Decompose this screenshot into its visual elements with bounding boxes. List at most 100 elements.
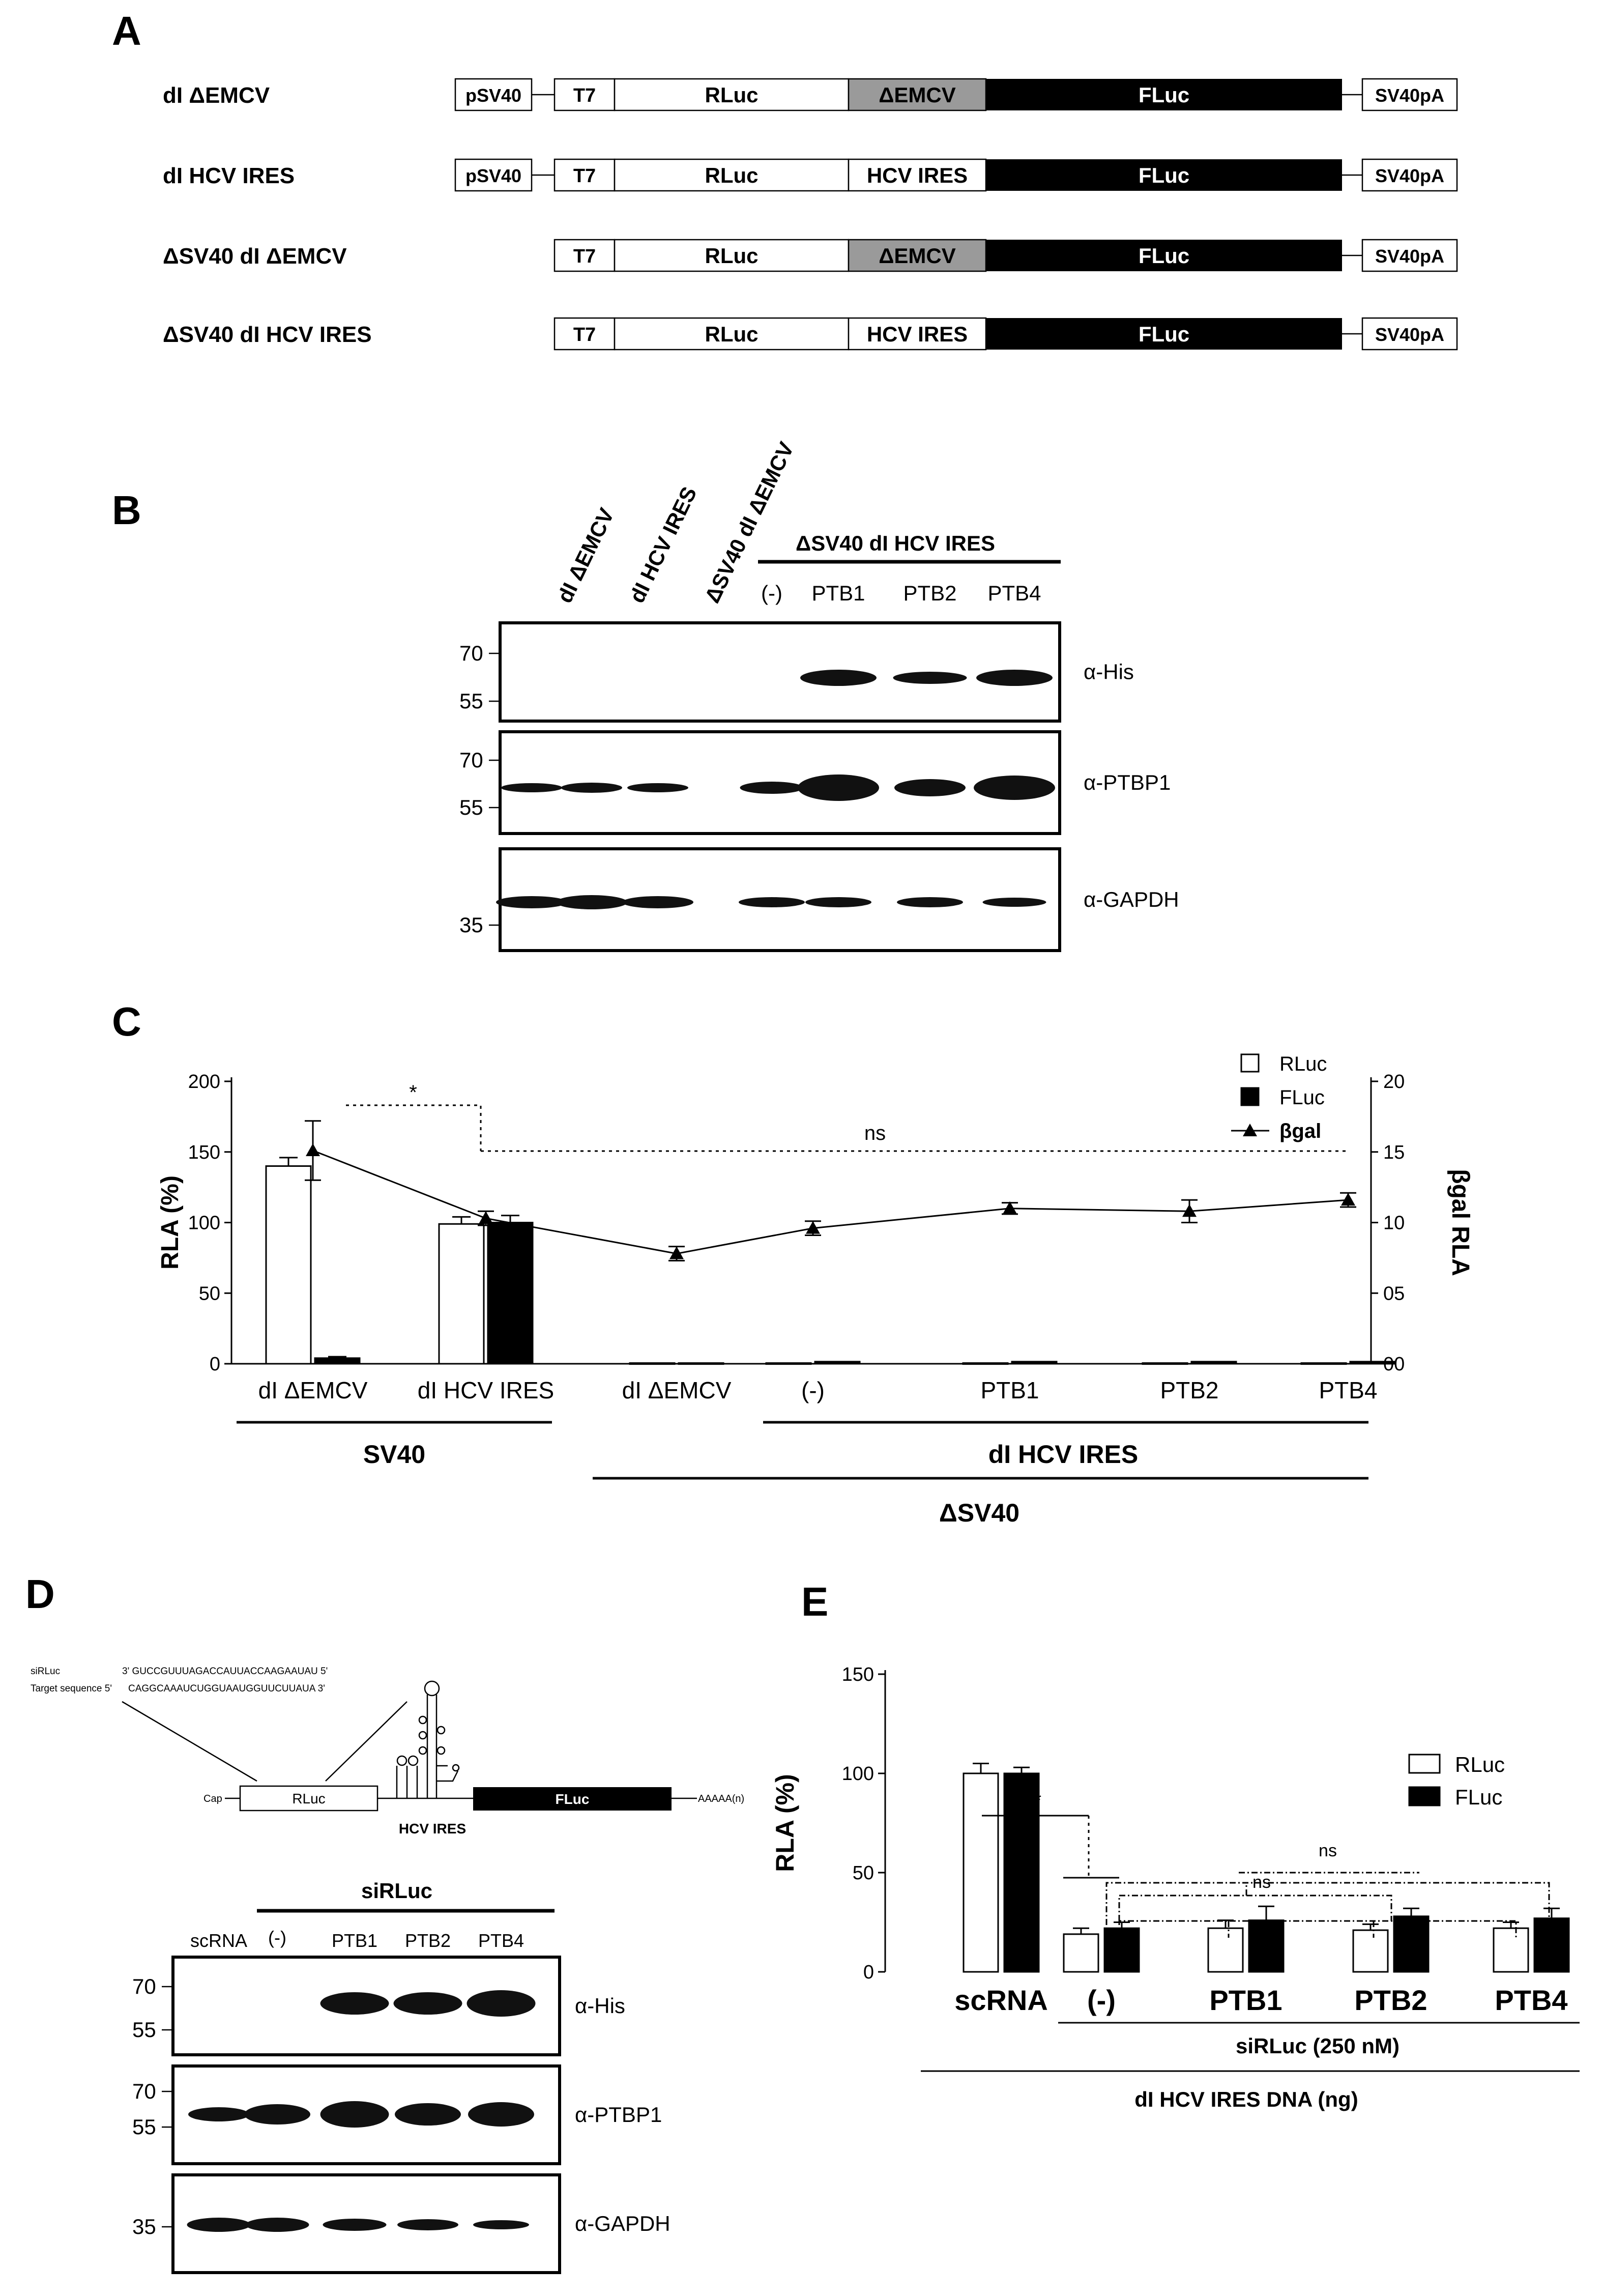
y2-axis-title: βgal RLA [1447,1169,1474,1276]
t7-label: T7 [573,324,596,346]
ires-label: ΔEMCV [879,244,956,268]
ires-box [848,158,987,192]
group-label-dna: dI HCV IRES DNA (ng) [1134,2087,1358,2111]
band [982,898,1046,907]
panel-d-schematic-and-blot: siRLuc 3' GUCCGUUUAGACCAUUACCAAGAAUAU 5'… [31,1666,744,2274]
antibody-label: α-PTBP1 [575,2103,662,2127]
band [805,897,871,907]
antibody-label: α-PTBP1 [1084,770,1171,794]
bgal-marker [479,1211,493,1224]
panel-b-western-blot: dI ΔEMCV dI HCV IRES ΔSV40 dI ΔEMCV ΔSV4… [459,438,1179,952]
legend: RLuc FLuc [1408,1753,1505,1809]
fluc-bar [1393,1915,1430,1973]
construct-name: dI ΔEMCV [163,83,270,108]
x-tick-label: dI ΔEMCV [258,1377,368,1403]
fluc-box [986,159,1342,191]
lane-label-dsv40-dl-demcv: ΔSV40 dI ΔEMCV [700,438,799,607]
fluc-bar [1533,1917,1570,1973]
fluc-bar [1011,1361,1058,1365]
mw-marker: 35 [459,913,483,937]
sirluc-seq-label: siRLuc [31,1666,60,1677]
ires-label: HCV IRES [867,163,968,187]
rluc-bar [438,1223,485,1365]
bgal-marker [669,1246,684,1259]
sig-star: * [409,1081,417,1104]
x-tick-label: PTB1 [1209,1984,1282,2016]
blot-membrane: 70 55 α-PTBP1 [459,730,1171,835]
group-label-sv40: SV40 [363,1440,425,1469]
y-tick-label: 0 [210,1354,220,1375]
rluc-label: RLuc [705,244,759,268]
group-label-dsv40-dl-hcv-ires: ΔSV40 dI HCV IRES [796,531,995,555]
band [320,2101,389,2128]
y-tick-label: 100 [188,1213,220,1234]
fluc-box [986,79,1342,110]
group-label-dsv40: ΔSV40 [939,1499,1019,1527]
blot-membrane: 35 α-GAPDH [132,2173,671,2274]
x-tick-label: (-) [801,1377,825,1403]
fluc-bar [1103,1927,1140,1973]
rluc-box [614,78,850,111]
legend-label: FLuc [1455,1785,1502,1809]
hcv-ires-label: HCV IRES [399,1821,466,1836]
promoter-label: pSV40 [465,165,521,186]
band [395,2103,461,2126]
band [893,672,967,684]
lane-label: scRNA [190,1930,247,1951]
target-seq-label: Target sequence 5' [31,1683,112,1694]
t7-box [553,239,616,272]
lane-label: PTB2 [405,1930,451,1951]
rluc-bar [962,1362,1009,1365]
rluc-bar [1300,1362,1347,1365]
fluc-bar [1248,1919,1285,1973]
rluc-label: RLuc [705,163,759,187]
polya-box [1361,317,1458,351]
rluc-bar [963,1772,999,1973]
panel-c-letter: C [112,999,141,1044]
lane-label: (-) [268,1927,286,1948]
mw-marker: 70 [132,1974,156,1998]
panel-e-chart: 0 50 100 150 RLA (%) scRNA (-) PTB1 PTB2 PTB4 * ns n… [771,1664,1580,2111]
band [622,896,693,908]
y2-tick-label: 20 [1383,1071,1405,1093]
cap-label: Cap [203,1793,222,1804]
band [187,2218,251,2232]
mw-marker: 70 [459,748,483,772]
rluc-bar [1142,1362,1188,1365]
polya-label: SV40pA [1375,246,1444,267]
legend-marker [1243,1124,1257,1136]
band [323,2219,387,2231]
blot-membrane: 70 55 α-His [132,1956,625,2056]
fluc-box [986,240,1342,271]
sig-bracket-ns [1118,1920,1517,1938]
zoom-line-left [122,1701,257,1782]
bgal-marker [1003,1201,1017,1214]
x-tick-label: PTB2 [1354,1984,1427,2016]
sig-star: * [1034,1790,1041,1811]
promoter-label: pSV40 [465,85,521,106]
fluc-label: FLuc [556,1791,590,1807]
band [739,897,805,907]
fluc-bar [487,1222,534,1365]
construct-name: dI HCV IRES [163,163,295,188]
rluc-box [614,317,850,351]
legend-swatch [1408,1786,1441,1806]
fluc-box [986,318,1342,350]
group-label-dl-hcv: dI HCV IRES [988,1440,1138,1469]
band [800,670,877,686]
y-tick-label: 50 [853,1862,874,1884]
legend-swatch [1240,1053,1260,1073]
bgal-marker [1341,1193,1355,1206]
ires-label: ΔEMCV [879,83,956,107]
polya-label: SV40pA [1375,324,1444,345]
x-tick-label: scRNA [954,1984,1048,2016]
band [496,896,567,908]
antibody-label: α-His [575,1994,625,2018]
band [320,1992,389,2015]
t7-box [553,317,616,351]
sig-bracket-ns [1105,1882,1550,1938]
band [798,774,879,801]
band [397,2219,458,2230]
mw-marker: 35 [132,2215,156,2238]
blot-membrane: 70 55 α-PTBP1 [132,2064,662,2165]
